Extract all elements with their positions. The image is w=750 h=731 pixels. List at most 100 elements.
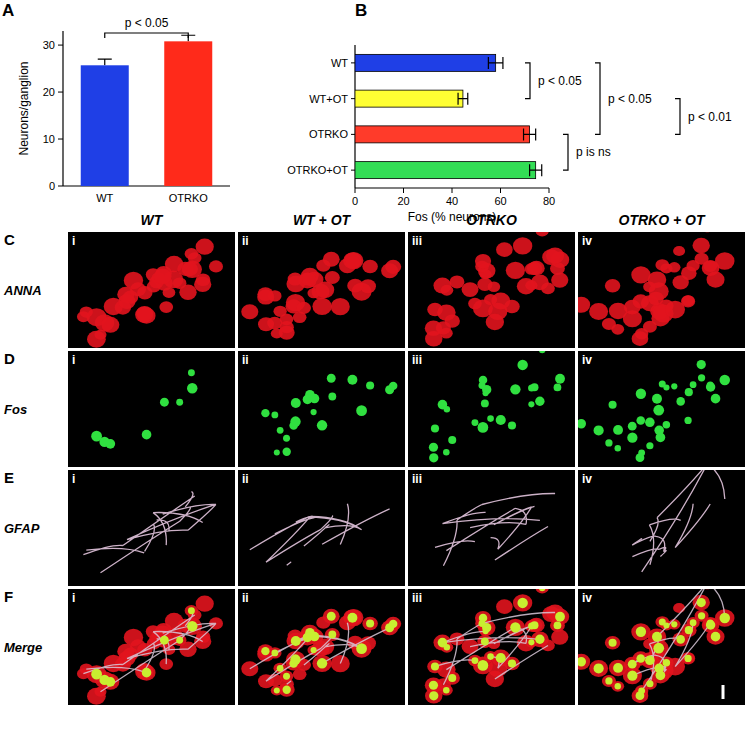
- glia: [83, 492, 216, 573]
- y-tick-label: 30: [43, 39, 55, 51]
- row-label: ANNA: [3, 283, 42, 298]
- neuron: [437, 304, 455, 320]
- bar: [355, 126, 530, 143]
- neuron: [475, 254, 491, 268]
- micrograph-content: [425, 589, 569, 704]
- error-bar: [524, 128, 536, 140]
- bracket: [595, 63, 600, 135]
- neuron: [137, 286, 152, 299]
- fos-nucleus: [646, 442, 653, 449]
- fos-nucleus: [659, 380, 666, 387]
- neuron: [209, 260, 223, 272]
- micrograph: [68, 470, 235, 586]
- x-tick-label: OTRKO: [169, 192, 209, 204]
- fos-nucleus: [356, 643, 367, 654]
- x-tick-label: 80: [543, 195, 555, 207]
- x-tick: [500, 188, 501, 193]
- neuron: [486, 314, 504, 330]
- fos-nucleus: [389, 620, 397, 628]
- neuron: [312, 655, 331, 672]
- annotation: p is ns: [576, 145, 611, 159]
- fos-nucleus: [697, 360, 706, 369]
- fos-nucleus: [431, 662, 439, 670]
- fos-nucleus: [328, 393, 336, 401]
- fos-nucleus: [277, 665, 284, 672]
- micrograph-content: [241, 609, 401, 697]
- neuron: [462, 639, 479, 654]
- subpanel-label: i: [72, 234, 75, 248]
- neuron: [159, 301, 173, 313]
- neuron: [517, 278, 535, 294]
- micrograph-content: [578, 351, 730, 462]
- fos-nucleus: [310, 394, 320, 404]
- fos-nucleus: [719, 375, 730, 386]
- fos-nucleus: [605, 677, 612, 684]
- fos-nucleus: [160, 398, 169, 407]
- bar: [355, 54, 496, 71]
- fos-nucleus: [613, 663, 623, 673]
- fos-nucleus: [444, 406, 450, 412]
- neuron: [301, 273, 316, 286]
- neuron: [673, 246, 685, 256]
- fos-nucleus: [448, 436, 456, 444]
- fos-nucleus: [628, 660, 637, 669]
- neuron: [316, 282, 334, 298]
- neuron: [631, 266, 650, 283]
- micrograph: [238, 589, 405, 705]
- neuron: [528, 261, 545, 276]
- subpanel-label: iv: [582, 353, 592, 367]
- y-tick-label: WT+OT: [309, 93, 348, 105]
- fos-nucleus: [615, 683, 621, 689]
- neuron: [702, 617, 720, 633]
- fos-nucleus: [528, 401, 534, 407]
- neuron: [118, 294, 135, 309]
- fos-nucleus: [609, 401, 617, 409]
- fos-nucleus: [609, 639, 617, 647]
- x-tick-label: 40: [446, 195, 458, 207]
- fos-nucleus: [711, 394, 721, 404]
- fos-nucleus: [471, 419, 478, 426]
- fos-nucleus: [291, 398, 301, 408]
- neuron: [513, 237, 532, 254]
- fos-nucleus: [443, 449, 450, 456]
- micrograph: [68, 351, 235, 467]
- neuron: [700, 232, 715, 233]
- fos-nucleus: [356, 405, 367, 416]
- fos-nucleus: [291, 636, 301, 646]
- fos-nucleus: [636, 691, 645, 700]
- y-label: Neurons/ganglion: [17, 61, 31, 155]
- fos-nucleus: [653, 405, 664, 416]
- fos-nucleus: [496, 415, 506, 425]
- neuron: [486, 671, 504, 687]
- neuron: [77, 311, 90, 322]
- fos-nucleus: [594, 425, 604, 435]
- fos-nucleus: [429, 443, 438, 452]
- fos-nucleus: [663, 421, 670, 428]
- neuron: [258, 317, 274, 331]
- y-tick-label: WT: [331, 57, 348, 69]
- neuron: [440, 285, 453, 296]
- neuron: [196, 596, 214, 612]
- neuron: [241, 304, 258, 319]
- micrograph-content: [91, 369, 197, 448]
- fos-nucleus: [481, 637, 489, 645]
- fos-nucleus: [187, 621, 197, 631]
- neuron: [288, 273, 303, 286]
- column-header: OTRKO + OT: [619, 212, 706, 228]
- neuron: [655, 616, 669, 628]
- neuron: [241, 661, 258, 676]
- fos-nucleus: [605, 439, 612, 446]
- subpanel-label: i: [72, 472, 75, 486]
- fos-nucleus: [539, 351, 546, 353]
- subpanel-label: i: [72, 353, 75, 367]
- subpanel-label: ii: [242, 472, 249, 486]
- glia: [632, 470, 725, 572]
- neuron: [347, 279, 363, 293]
- annotation: p < 0.05: [608, 92, 652, 106]
- neuron: [496, 242, 513, 257]
- fos-nucleus: [685, 388, 693, 396]
- neuron: [135, 664, 153, 680]
- annotation: p < 0.05: [538, 74, 582, 88]
- fos-nucleus: [271, 649, 278, 656]
- neuron: [668, 262, 680, 272]
